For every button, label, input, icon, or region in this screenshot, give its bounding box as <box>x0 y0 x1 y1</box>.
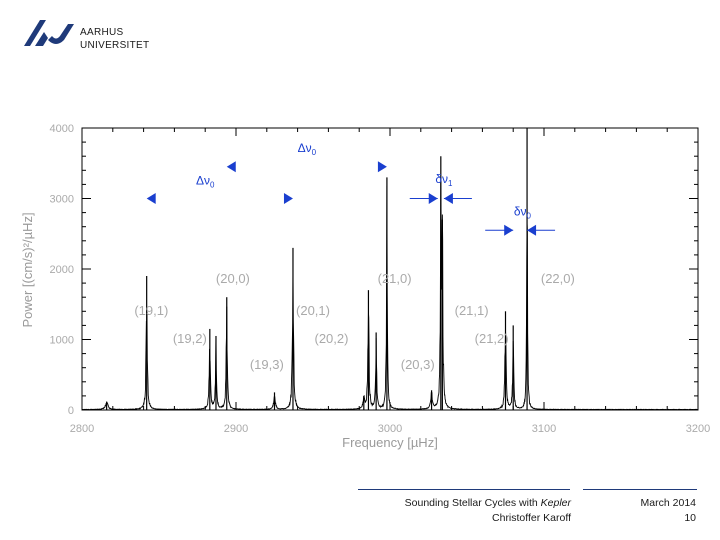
mode-label: (22,0) <box>541 271 575 286</box>
spacing-label: Δν0 <box>196 173 215 189</box>
mode-label: (19,3) <box>250 357 284 372</box>
y-tick-label: 2000 <box>50 264 74 276</box>
axes: 2800 2900 3000 3100 3200 0 1000 2000 3000 4000 <box>50 123 711 435</box>
footer-divider-right <box>583 489 697 490</box>
presentation-date: March 2014 <box>640 497 696 509</box>
y-tick-label: 3000 <box>50 194 74 206</box>
university-logo-icon <box>24 20 74 46</box>
mode-label: (21,1) <box>455 303 489 318</box>
x-tick-label: 2900 <box>224 423 248 435</box>
x-tick-label: 3000 <box>378 423 402 435</box>
spacing-arrowhead <box>443 193 453 204</box>
spacing-label: δν1 <box>435 172 453 188</box>
university-name-line1: AARHUS <box>80 27 124 38</box>
spacing-arrowhead <box>146 193 156 204</box>
x-axis-label: Frequency [µHz] <box>342 435 438 450</box>
mode-label: (20,3) <box>401 357 435 372</box>
mode-label: (19,1) <box>134 303 168 318</box>
footer-date-block: March 2014 10 <box>584 496 696 526</box>
spacing-label: δν0 <box>514 204 532 220</box>
mode-label: (21,0) <box>378 271 412 286</box>
spacing-label: Δν0 <box>298 141 317 157</box>
x-tick-label: 3100 <box>532 423 556 435</box>
author-name: Christoffer Karoff <box>492 512 571 524</box>
spacing-arrowhead <box>428 193 438 204</box>
university-name-line2: UNIVERSITET <box>80 40 150 51</box>
y-tick-label: 0 <box>68 405 74 417</box>
mode-label: (20,1) <box>296 303 330 318</box>
mode-label: (21,2) <box>475 331 509 346</box>
spacing-arrowhead <box>226 161 236 173</box>
presentation-title: Sounding Stellar Cycles with Kepler <box>360 496 571 511</box>
x-tick-label: 3200 <box>686 423 710 435</box>
spacing-arrowhead <box>504 224 514 236</box>
spacing-arrowhead <box>527 224 537 236</box>
annotations: (19,1) (19,2) (19,3) (20,0) (20,1) (20,2) (20,… <box>134 141 575 372</box>
slide-number: 10 <box>684 512 696 524</box>
y-tick-label: 1000 <box>50 335 74 347</box>
spectrum-series <box>81 128 699 411</box>
mode-label: (20,0) <box>216 271 250 286</box>
presentation-title-text: Sounding Stellar Cycles with <box>404 497 541 509</box>
footer-title-block: Sounding Stellar Cycles with Kepler Chri… <box>360 496 571 526</box>
spacing-arrowhead <box>283 193 293 204</box>
footer-divider-center <box>358 489 570 490</box>
plot-frame <box>81 127 699 411</box>
x-tick-label: 2800 <box>70 423 94 435</box>
y-tick-label: 4000 <box>50 123 74 135</box>
y-axis-label: Power [(cm/s)²/µHz] <box>20 212 35 327</box>
university-name: AARHUS UNIVERSITET <box>80 26 149 52</box>
spacing-arrowhead <box>377 161 387 173</box>
mode-label: (19,2) <box>173 331 207 346</box>
mode-label: (20,2) <box>314 331 348 346</box>
spectrum-line <box>81 181 699 411</box>
presentation-title-italic: Kepler <box>540 497 571 509</box>
